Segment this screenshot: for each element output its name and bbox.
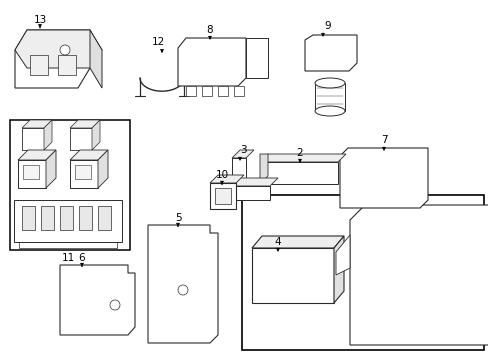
Text: 10: 10 xyxy=(215,170,228,180)
Bar xyxy=(75,165,91,179)
Polygon shape xyxy=(185,86,196,96)
Polygon shape xyxy=(349,205,488,345)
Polygon shape xyxy=(209,175,244,183)
Bar xyxy=(215,188,230,204)
Polygon shape xyxy=(15,30,90,88)
Polygon shape xyxy=(260,154,267,184)
Bar xyxy=(60,206,73,230)
Bar xyxy=(23,165,39,179)
Text: 6: 6 xyxy=(79,253,85,263)
Circle shape xyxy=(178,285,187,295)
Text: 9: 9 xyxy=(324,21,331,31)
Text: 5: 5 xyxy=(174,213,181,223)
Text: 1: 1 xyxy=(351,185,358,195)
Polygon shape xyxy=(231,178,278,186)
Polygon shape xyxy=(231,158,245,200)
Text: 7: 7 xyxy=(380,135,386,145)
Polygon shape xyxy=(231,186,269,200)
Polygon shape xyxy=(70,120,100,128)
Polygon shape xyxy=(98,150,108,188)
Polygon shape xyxy=(18,160,46,188)
Polygon shape xyxy=(148,225,218,343)
Polygon shape xyxy=(178,38,245,86)
Text: 13: 13 xyxy=(33,15,46,25)
Ellipse shape xyxy=(314,106,345,116)
Polygon shape xyxy=(335,235,349,275)
Polygon shape xyxy=(333,236,343,303)
Polygon shape xyxy=(70,150,108,160)
Text: 8: 8 xyxy=(206,25,213,35)
Polygon shape xyxy=(70,160,98,188)
Polygon shape xyxy=(245,38,267,78)
Polygon shape xyxy=(46,150,56,188)
Polygon shape xyxy=(14,200,122,242)
Bar xyxy=(22,206,35,230)
Bar xyxy=(41,206,54,230)
Bar xyxy=(79,206,92,230)
Bar xyxy=(58,55,76,75)
Polygon shape xyxy=(218,86,227,96)
Polygon shape xyxy=(90,30,102,88)
Text: 2: 2 xyxy=(296,148,303,158)
Polygon shape xyxy=(231,150,253,158)
Bar xyxy=(30,55,48,75)
Bar xyxy=(98,206,111,230)
Polygon shape xyxy=(305,35,356,71)
Polygon shape xyxy=(22,128,44,150)
Polygon shape xyxy=(260,162,337,184)
Polygon shape xyxy=(92,120,100,150)
Polygon shape xyxy=(15,30,102,68)
Circle shape xyxy=(110,300,120,310)
Polygon shape xyxy=(44,120,52,150)
Polygon shape xyxy=(70,128,92,150)
Text: 3: 3 xyxy=(239,145,246,155)
Polygon shape xyxy=(202,86,212,96)
Polygon shape xyxy=(260,154,346,162)
Polygon shape xyxy=(251,236,343,248)
Polygon shape xyxy=(60,265,135,335)
Polygon shape xyxy=(22,120,52,128)
Polygon shape xyxy=(251,248,333,303)
Ellipse shape xyxy=(314,78,345,88)
Bar xyxy=(242,195,483,350)
Text: 11: 11 xyxy=(61,253,75,263)
Polygon shape xyxy=(234,86,244,96)
Bar xyxy=(209,183,236,209)
Circle shape xyxy=(60,45,70,55)
Text: 12: 12 xyxy=(151,37,164,47)
Text: 4: 4 xyxy=(274,237,281,247)
Bar xyxy=(10,120,130,250)
Polygon shape xyxy=(339,148,427,208)
Polygon shape xyxy=(18,150,56,160)
